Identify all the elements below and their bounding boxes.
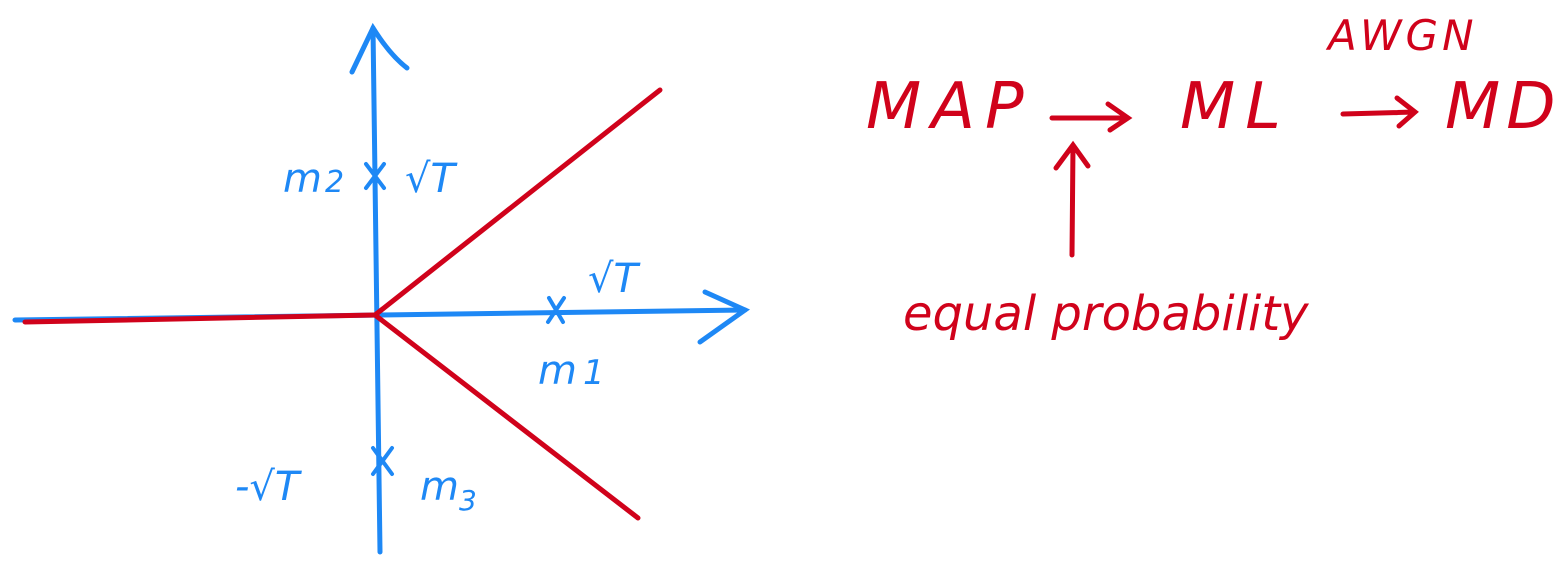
decision-boundaries [22,87,663,521]
equal-probability-pointer-icon [1053,140,1091,258]
y-axis-arrowhead [349,22,410,75]
m1-value-label: √T [588,256,641,302]
m1-marker-icon [546,296,566,324]
m2-value-label: √T [405,156,458,202]
m3-value-label: -√T [235,464,303,510]
x-axis-arrowhead [697,289,751,345]
flow-step-md: MD [1445,70,1562,144]
flow-step-map: MAP [866,70,1034,144]
boundary-upper-ray [372,87,663,318]
flow-arrow-ml-to-md-icon [1340,95,1419,129]
flow-step-ml: ML [1180,70,1291,144]
m3-label: m3 [420,464,477,517]
equal-probability-label: equal probability [903,286,1309,342]
m2-marker-icon [364,162,386,190]
flow-arrow-map-to-ml-icon [1049,101,1133,133]
criterion-flow: MAP ML MD AWGN equal probability [866,11,1562,342]
boundary-left-ray [22,312,378,325]
m3-marker-icon [371,446,394,476]
signal-markers [364,162,566,476]
boundary-lower-ray [372,312,641,521]
awgn-condition-label: AWGN [1325,11,1478,60]
